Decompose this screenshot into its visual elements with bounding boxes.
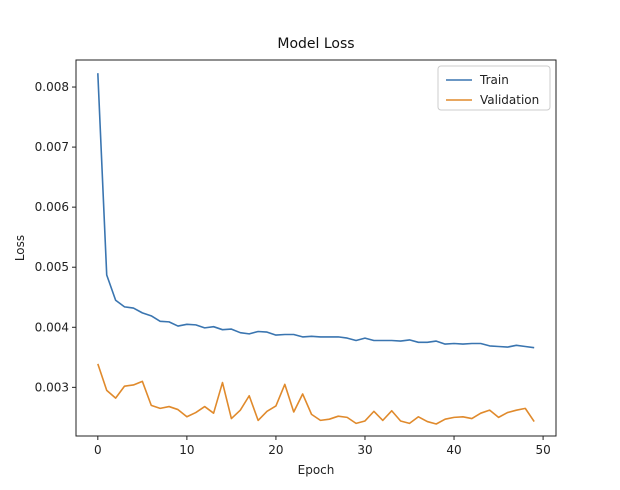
x-tick-label: 20: [268, 443, 283, 457]
axes-frame: [75, 59, 557, 437]
y-tick-label: 0.007: [35, 140, 69, 154]
legend-label-validation: Validation: [480, 93, 539, 107]
y-tick-label: 0.003: [35, 380, 69, 394]
legend-box: [437, 65, 551, 111]
y-tick-label: 0.005: [35, 260, 69, 274]
x-axis-label: Epoch: [298, 463, 335, 477]
y-tick-label: 0.008: [35, 80, 69, 94]
legend: Train Validation: [437, 65, 551, 111]
series-line-validation: [97, 363, 535, 425]
y-tick-label: 0.006: [35, 200, 69, 214]
y-tick-label: 0.004: [35, 320, 69, 334]
x-tick-label: 0: [94, 443, 102, 457]
chart-title: Model Loss: [277, 36, 354, 52]
x-tick-label: 10: [179, 443, 194, 457]
x-tick-label: 50: [535, 443, 550, 457]
y-axis-label: Loss: [13, 235, 27, 261]
x-tick-label: 30: [357, 443, 372, 457]
x-tick-label: 40: [446, 443, 461, 457]
legend-label-train: Train: [479, 73, 509, 87]
series-line-train: [97, 73, 535, 349]
plot-area: 0 10 20 30 40 50 0.003 0.004 0.005 0.006 0.007 0.00…: [35, 59, 557, 457]
